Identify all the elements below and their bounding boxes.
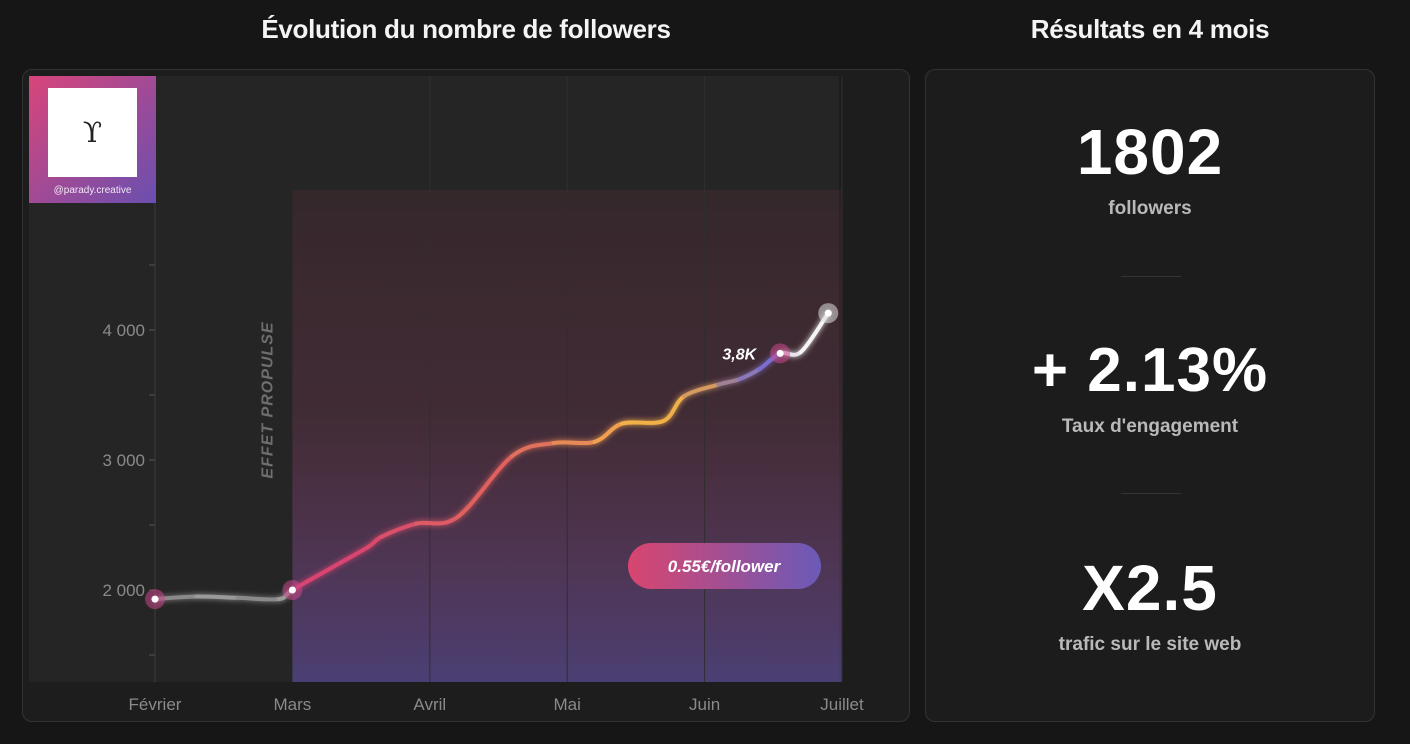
x-tick-label: Juin [689, 695, 720, 714]
followers-chart: 2 000 3 000 4 000 Février Mars Avril Mai Juin J… [29, 76, 864, 714]
brand-handle: @parady.creative [54, 185, 132, 196]
x-tick-label: Mai [553, 695, 580, 714]
results-panel: 1802 followers + 2.13% Taux d'engagement… [925, 69, 1375, 722]
stat-followers: 1802 followers [926, 120, 1374, 220]
x-axis-labels: Février Mars Avril Mai Juin Juillet [129, 695, 864, 714]
data-point [776, 349, 784, 357]
badge-background [628, 543, 821, 589]
line-segment [661, 394, 686, 423]
peak-value-label: 3,8K [722, 346, 757, 363]
stat-engagement-value: + 2.13% [1031, 336, 1269, 405]
line-segment [681, 382, 721, 399]
line-segment [379, 521, 419, 539]
brand-logo-icon: ϒ [83, 116, 102, 149]
stats-divider [1121, 493, 1181, 494]
followers-line [153, 311, 831, 602]
y-tick-label: 4 000 [102, 321, 145, 340]
stats-divider [1121, 276, 1181, 277]
line-segment [592, 421, 625, 444]
line-segment [331, 545, 370, 569]
line-segment [551, 439, 597, 446]
chart-panel: 2 000 3 000 4 000 Février Mars Avril Mai Juin J… [22, 69, 910, 722]
line-segment [510, 441, 556, 459]
stat-followers-label: followers [1108, 198, 1192, 219]
line-segment [235, 595, 281, 602]
line-segment [194, 594, 240, 600]
stat-traffic: X2.5 trafic sur le site web [926, 556, 1374, 656]
stat-traffic-value: X2.5 [1082, 552, 1218, 624]
cost-per-follower-badge: 0.55€/follower [628, 543, 821, 589]
marked-points [145, 303, 839, 610]
stat-traffic-label: trafic sur le site web [1058, 634, 1242, 655]
chart-title: Évolution du nombre de followers [261, 14, 671, 44]
x-tick-label: Mars [274, 695, 312, 714]
y-tick-label: 2 000 [102, 581, 145, 600]
x-tick-label: Février [129, 695, 182, 714]
line-segment [414, 515, 460, 526]
line-segment [736, 367, 762, 382]
stat-engagement: + 2.13% Taux d'engagement [926, 340, 1374, 438]
data-point [824, 309, 832, 317]
stat-followers-value: 1802 [1076, 116, 1224, 188]
badge-text: 0.55€/follower [668, 557, 782, 576]
x-tick-label: Juillet [820, 695, 864, 714]
data-point [288, 586, 296, 594]
data-point [151, 595, 159, 603]
brand-card: ϒ @parady.creative [29, 76, 156, 203]
brand-logo-box [48, 88, 137, 177]
stat-engagement-label: Taux d'engagement [1061, 416, 1239, 437]
x-tick-label: Avril [413, 695, 446, 714]
effet-propulse-label: EFFET PROPULSE [259, 321, 276, 478]
line-segment [620, 419, 666, 426]
results-title: Résultats en 4 mois [1030, 14, 1270, 44]
y-tick-label: 3 000 [102, 451, 145, 470]
line-segment [455, 454, 515, 520]
